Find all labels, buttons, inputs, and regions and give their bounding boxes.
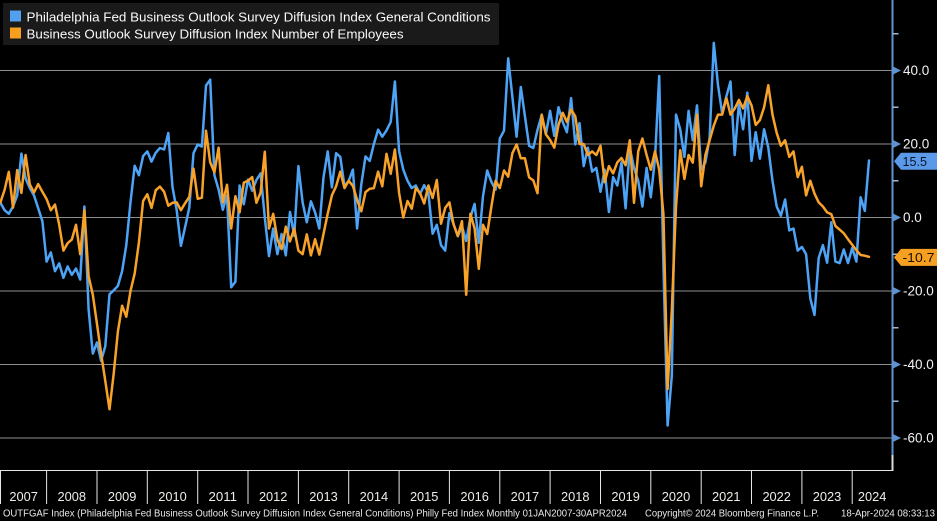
svg-text:2008: 2008 [58,489,87,504]
svg-text:2022: 2022 [762,489,791,504]
svg-text:-60.0: -60.0 [903,431,934,446]
svg-text:20.0: 20.0 [903,137,929,152]
svg-text:2011: 2011 [209,489,238,504]
svg-text:2020: 2020 [662,489,691,504]
svg-text:2012: 2012 [259,489,288,504]
svg-text:40.0: 40.0 [903,63,929,78]
svg-text:18-Apr-2024 08:33:13: 18-Apr-2024 08:33:13 [841,509,935,520]
svg-text:Copyright© 2024 Bloomberg Fina: Copyright© 2024 Bloomberg Finance L.P. [645,509,819,520]
svg-text:0.0: 0.0 [903,210,922,225]
svg-text:-40.0: -40.0 [903,357,934,372]
svg-text:2015: 2015 [410,489,439,504]
svg-text:15.5: 15.5 [903,154,928,169]
svg-text:2018: 2018 [561,489,590,504]
svg-text:-20.0: -20.0 [903,284,934,299]
svg-text:OUTFGAF Index (Philadelphia Fe: OUTFGAF Index (Philadelphia Fed Business… [3,509,627,520]
svg-text:2021: 2021 [712,489,741,504]
svg-text:Business Outlook Survey Diffus: Business Outlook Survey Diffusion Index … [27,27,405,42]
svg-text:2009: 2009 [108,489,137,504]
svg-text:2016: 2016 [460,489,489,504]
svg-text:2010: 2010 [158,489,187,504]
svg-text:2017: 2017 [511,489,540,504]
svg-text:2013: 2013 [309,489,338,504]
svg-text:2019: 2019 [611,489,640,504]
svg-text:-10.7: -10.7 [903,250,935,265]
svg-text:Philadelphia Fed Business Outl: Philadelphia Fed Business Outlook Survey… [27,10,492,25]
svg-text:2024: 2024 [858,489,887,504]
svg-text:2023: 2023 [813,489,842,504]
svg-text:2007: 2007 [9,489,38,504]
svg-text:2014: 2014 [360,489,389,504]
